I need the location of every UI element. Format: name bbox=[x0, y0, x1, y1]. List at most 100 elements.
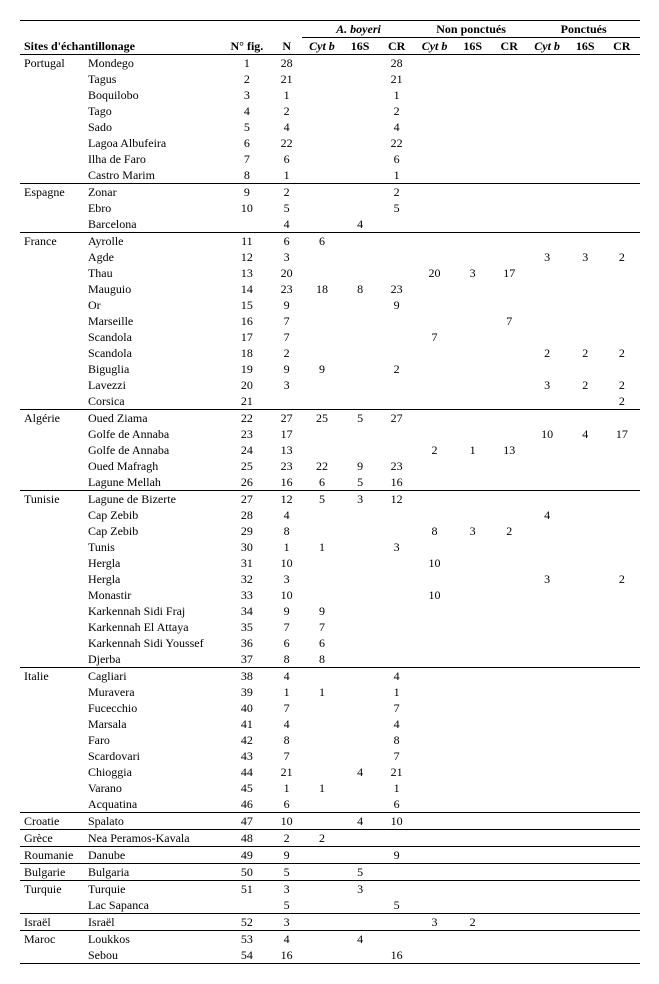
site-cell: Acquatina bbox=[84, 796, 223, 813]
site-cell: Varano bbox=[84, 780, 223, 796]
a-0-cell bbox=[302, 587, 341, 603]
a-0-cell bbox=[302, 507, 341, 523]
b-1-cell: 3 bbox=[454, 265, 491, 281]
c-0-cell bbox=[527, 87, 566, 103]
n-cell: 13 bbox=[271, 442, 302, 458]
table-row: TurquieTurquie5133 bbox=[20, 881, 640, 898]
a-2-cell: 2 bbox=[379, 103, 415, 119]
c-1-cell bbox=[567, 864, 604, 881]
b-1-cell bbox=[454, 603, 491, 619]
b-0-cell bbox=[415, 313, 454, 329]
b-2-cell bbox=[491, 668, 527, 685]
fig-header: N° fig. bbox=[223, 38, 271, 55]
c-1-cell bbox=[567, 233, 604, 250]
a-2-cell: 28 bbox=[379, 55, 415, 72]
country-cell bbox=[20, 151, 84, 167]
a-1-cell bbox=[342, 233, 379, 250]
site-cell: Hergla bbox=[84, 571, 223, 587]
b-1-cell bbox=[454, 491, 491, 508]
a-0-cell bbox=[302, 345, 341, 361]
n-cell: 10 bbox=[271, 555, 302, 571]
c-1-cell bbox=[567, 587, 604, 603]
b-2-cell bbox=[491, 555, 527, 571]
a-0-cell bbox=[302, 167, 341, 184]
a-1-cell: 4 bbox=[342, 216, 379, 233]
n-cell: 7 bbox=[271, 313, 302, 329]
b-2-cell bbox=[491, 651, 527, 668]
n-cell: 3 bbox=[271, 914, 302, 931]
c-1-cell bbox=[567, 603, 604, 619]
n-cell: 7 bbox=[271, 748, 302, 764]
country-cell bbox=[20, 603, 84, 619]
fig-cell: 44 bbox=[223, 764, 271, 780]
b-0-cell bbox=[415, 847, 454, 864]
b-0-cell bbox=[415, 167, 454, 184]
b-2-cell bbox=[491, 635, 527, 651]
site-cell: Karkennah Sidi Youssef bbox=[84, 635, 223, 651]
fig-cell: 15 bbox=[223, 297, 271, 313]
country-cell bbox=[20, 796, 84, 813]
b-1-cell bbox=[454, 361, 491, 377]
n-cell: 6 bbox=[271, 233, 302, 250]
a-0-cell bbox=[302, 668, 341, 685]
b-0-cell: 7 bbox=[415, 329, 454, 345]
b-2-cell bbox=[491, 329, 527, 345]
site-cell: Marsala bbox=[84, 716, 223, 732]
country-cell bbox=[20, 313, 84, 329]
a-0-cell bbox=[302, 555, 341, 571]
c-1-cell bbox=[567, 947, 604, 964]
table-row: Castro Marim811 bbox=[20, 167, 640, 184]
table-row: Tunis30113 bbox=[20, 539, 640, 555]
a-0-cell bbox=[302, 716, 341, 732]
country-cell bbox=[20, 507, 84, 523]
fig-cell: 19 bbox=[223, 361, 271, 377]
c-0-cell bbox=[527, 151, 566, 167]
b-1-cell bbox=[454, 700, 491, 716]
table-row: Djerba3788 bbox=[20, 651, 640, 668]
cytb-a: Cyt b bbox=[302, 38, 341, 55]
b-1-cell bbox=[454, 135, 491, 151]
a-0-cell bbox=[302, 914, 341, 931]
b-0-cell bbox=[415, 619, 454, 635]
c-0-cell bbox=[527, 410, 566, 427]
site-cell: Boquilobo bbox=[84, 87, 223, 103]
a-0-cell bbox=[302, 135, 341, 151]
a-2-cell bbox=[379, 442, 415, 458]
b-0-cell bbox=[415, 233, 454, 250]
a-1-cell: 9 bbox=[342, 458, 379, 474]
b-0-cell bbox=[415, 135, 454, 151]
a-2-cell: 7 bbox=[379, 748, 415, 764]
country-cell: Portugal bbox=[20, 55, 84, 72]
n-cell: 1 bbox=[271, 684, 302, 700]
b-2-cell bbox=[491, 700, 527, 716]
country-cell bbox=[20, 426, 84, 442]
n-header: N bbox=[271, 38, 302, 55]
n-cell: 1 bbox=[271, 87, 302, 103]
site-cell: Oued Mafragh bbox=[84, 458, 223, 474]
a-1-cell bbox=[342, 377, 379, 393]
b-1-cell: 1 bbox=[454, 442, 491, 458]
site-cell: Thau bbox=[84, 265, 223, 281]
b-2-cell bbox=[491, 571, 527, 587]
c-2-cell bbox=[604, 167, 640, 184]
country-cell bbox=[20, 103, 84, 119]
b-0-cell bbox=[415, 864, 454, 881]
n-cell: 20 bbox=[271, 265, 302, 281]
fig-cell: 37 bbox=[223, 651, 271, 668]
b-1-cell: 3 bbox=[454, 523, 491, 539]
b-2-cell bbox=[491, 151, 527, 167]
b-1-cell bbox=[454, 458, 491, 474]
fig-cell: 23 bbox=[223, 426, 271, 442]
c-0-cell bbox=[527, 442, 566, 458]
c-2-cell bbox=[604, 297, 640, 313]
b-0-cell bbox=[415, 931, 454, 948]
c-0-cell bbox=[527, 265, 566, 281]
country-cell bbox=[20, 897, 84, 914]
a-0-cell bbox=[302, 377, 341, 393]
b-1-cell bbox=[454, 571, 491, 587]
c-0-cell: 3 bbox=[527, 377, 566, 393]
b-2-cell bbox=[491, 491, 527, 508]
a-1-cell bbox=[342, 393, 379, 410]
b-1-cell bbox=[454, 555, 491, 571]
a-2-cell bbox=[379, 393, 415, 410]
